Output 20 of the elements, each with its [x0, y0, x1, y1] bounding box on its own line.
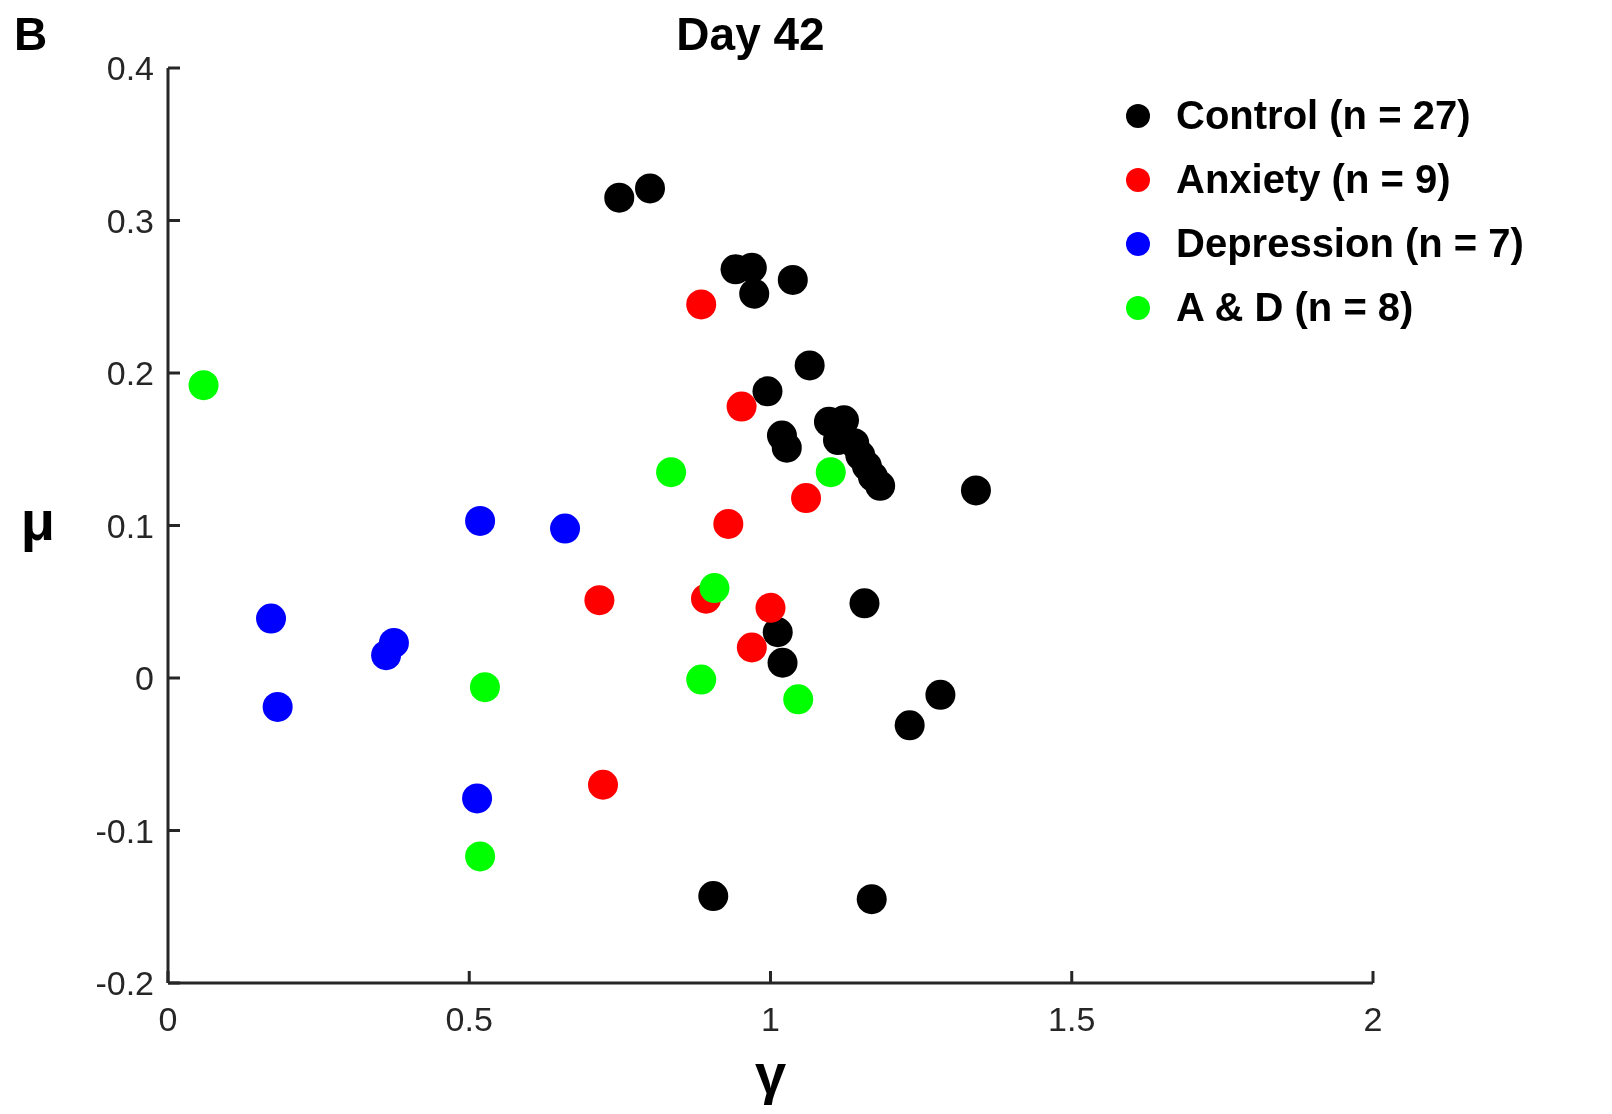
text: B [14, 8, 48, 60]
y-tick-label: 0.3 [106, 201, 154, 240]
legend-label: Depression (n = 7) [1176, 221, 1524, 265]
x-tick-label: 1 [761, 1000, 780, 1038]
chart-title: Day 42 [676, 8, 825, 60]
x-tick-label: 1.5 [1048, 1000, 1096, 1038]
legend-label: Anxiety (n = 9) [1176, 157, 1451, 201]
y-tick-label: -0.2 [95, 964, 154, 1002]
y-tick-label: 0.2 [106, 354, 154, 392]
y-tick-label: 0 [135, 659, 154, 697]
y-axis-title: μ [20, 488, 56, 552]
x-tick-label: 2 [1363, 1000, 1383, 1038]
y-tick-label: 0.1 [106, 506, 154, 545]
legend-label: A & D (n = 8) [1176, 285, 1414, 329]
y-tick-label: 0.4 [106, 49, 154, 87]
x-axis-title: γ [754, 1042, 787, 1105]
x-tick-label: 0 [158, 1000, 178, 1038]
x-tick-label: 0.5 [445, 1000, 493, 1038]
y-tick-label: -0.1 [95, 811, 154, 850]
legend-label: Control (n = 27) [1176, 93, 1471, 137]
